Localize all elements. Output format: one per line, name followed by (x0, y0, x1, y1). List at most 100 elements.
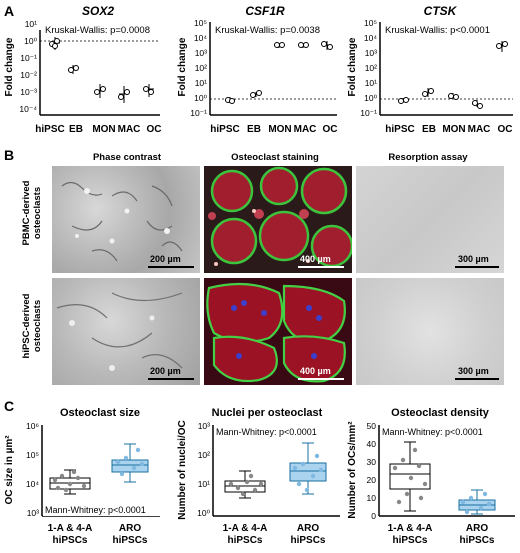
y-tick: 10⁻² (20, 70, 37, 80)
data-point (304, 487, 310, 493)
stat-label: Kruskal-Wallis: p=0.0008 (45, 25, 150, 36)
box-2-points (115, 447, 145, 477)
phase-contrast-image-pbmc (52, 166, 200, 273)
data-point (143, 86, 149, 92)
x-tick: MON (442, 124, 465, 135)
y-tick: 10¹ (198, 479, 210, 489)
resorption-assay-image-hipsc (356, 278, 504, 385)
data-point (422, 91, 428, 97)
x-tick: EB (69, 124, 83, 135)
x-tick: MON (268, 124, 291, 135)
data-point (228, 481, 234, 487)
x-tick-labels: 1-A & 4-A hiPSCs ARO hiPSCs (48, 523, 148, 546)
x-tick: ARO (119, 523, 141, 534)
data-point (124, 89, 130, 95)
x-tick: MAC (118, 124, 141, 135)
panel-label-a: A (4, 3, 15, 19)
y-tick: 10⁴ (194, 33, 207, 43)
scalebar-label: 400 µm (300, 254, 331, 264)
data-point (327, 44, 333, 50)
data-point (148, 89, 154, 95)
x-tick: OC (498, 124, 513, 135)
x-tick: hiPSCs (112, 535, 147, 546)
data-point (52, 477, 58, 483)
data-point (468, 495, 474, 501)
data-point (235, 485, 241, 491)
data-point (396, 499, 402, 505)
data-points (398, 41, 508, 109)
scalebar (298, 378, 344, 380)
y-tick: 10⁻⁴ (19, 104, 37, 114)
box-1-points (228, 473, 264, 497)
scalebar (455, 266, 499, 268)
y-ticks: 10⁵ 10⁴ 10³ 10² 10¹ 10⁰ 10⁻¹ (190, 18, 207, 118)
data-point (303, 42, 309, 48)
data-point (118, 94, 124, 100)
data-point (274, 42, 280, 48)
phase-contrast-image-hipsc (52, 278, 200, 385)
x-tick: ARO (297, 523, 319, 534)
data-point (250, 92, 256, 98)
row-header-pbmc: PBMC-derived osteoclasts (21, 180, 43, 246)
data-point (318, 467, 324, 473)
y-tick: 10⁰ (364, 93, 377, 103)
scalebar (148, 378, 194, 380)
chart-sox2: SOX2 Fold change 10¹ 10⁰ 10⁻¹ 10⁻² 10⁻³ … (4, 4, 162, 135)
data-point (453, 94, 459, 100)
y-tick: 10² (365, 63, 377, 73)
box (289, 462, 327, 482)
data-point (464, 509, 470, 515)
box-group-2 (289, 442, 327, 495)
y-tick: 10 (367, 493, 377, 503)
data-point (52, 43, 58, 49)
box-2-points (460, 491, 492, 515)
y-tick: 10³ (27, 508, 39, 518)
data-point (403, 97, 409, 103)
data-point (123, 455, 129, 461)
data-point (119, 471, 125, 477)
x-tick: hiPSC (385, 124, 414, 135)
data-point (398, 98, 404, 104)
y-tick: 10⁰ (194, 93, 207, 103)
chart-title: Nuclei per osteoclast (212, 407, 323, 419)
y-axis-label: Fold change (4, 37, 15, 96)
y-tick: 10³ (365, 48, 377, 58)
x-tick: 1-A & 4-A (223, 523, 268, 534)
x-tick: 1-A & 4-A (48, 523, 93, 534)
scalebar-label: 200 µm (150, 366, 181, 376)
osteoclast-staining-image-pbmc (204, 166, 352, 273)
column-header-osteoclast-staining: Osteoclast staining (231, 152, 319, 163)
x-tick: MAC (294, 124, 317, 135)
data-point (321, 41, 327, 47)
box-1-points (392, 447, 428, 505)
stat-label: Mann-Whitney: p<0.0001 (45, 505, 146, 515)
box-1-points (52, 469, 87, 493)
y-tick: 10⁰ (24, 36, 37, 46)
y-axis-label: Fold change (347, 37, 358, 96)
data-point (256, 90, 262, 96)
data-point (400, 457, 406, 463)
panel-label-b: B (4, 147, 15, 163)
chart-osteoclast-density: Osteoclast density Number of OCs/mm² 50 … (347, 407, 515, 546)
x-tick: MON (92, 124, 115, 135)
data-point (460, 499, 466, 505)
x-tick: hiPSCs (459, 535, 494, 546)
data-point (418, 495, 424, 501)
scalebar (148, 266, 194, 268)
data-point (298, 42, 304, 48)
chart-csf1r: CSF1R Fold change 10⁵ 10⁴ 10³ 10² 10¹ 10… (177, 4, 338, 135)
scalebar (298, 266, 344, 268)
data-point (131, 465, 137, 471)
data-point (240, 491, 246, 497)
data-point (135, 447, 141, 453)
y-tick: 10⁻¹ (20, 53, 37, 63)
stat-label: Kruskal-Wallis: p=0.0038 (215, 25, 320, 36)
y-axis-label: Number of nuclei/OC (177, 420, 188, 519)
data-points (49, 37, 154, 103)
chart-title: Osteoclast density (391, 407, 490, 419)
x-tick-labels: 1-A & 4-A hiPSCs ARO hiPSCs (223, 523, 326, 546)
y-ticks: 50 40 30 20 10 0 (367, 421, 377, 521)
chart-nuclei-per-osteoclast: Nuclei per osteoclast Number of nuclei/O… (177, 407, 340, 546)
y-tick: 10³ (195, 48, 207, 58)
y-tick: 40 (367, 439, 377, 449)
